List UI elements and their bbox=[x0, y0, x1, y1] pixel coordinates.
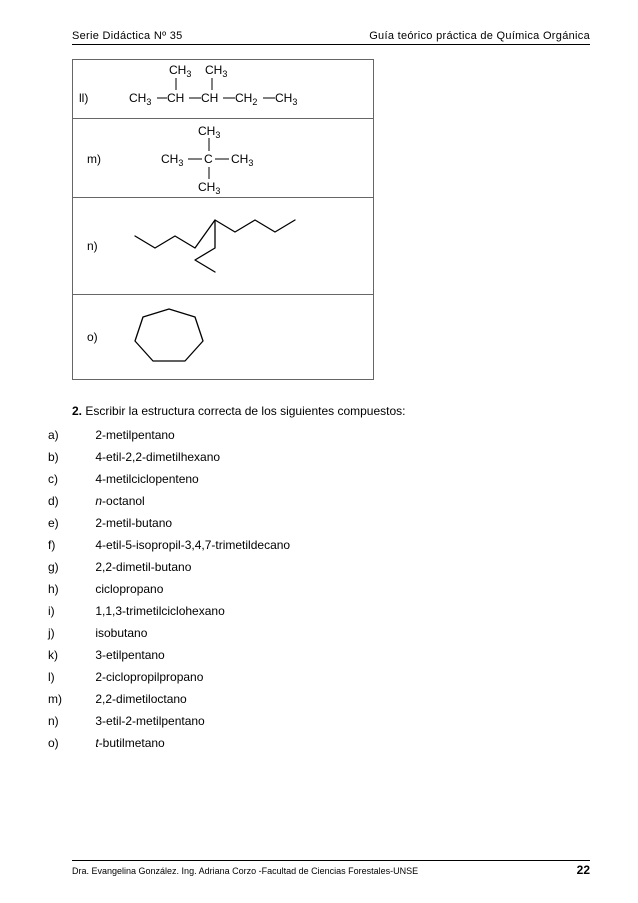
compound-name: 1,1,3-trimetilciclohexano bbox=[95, 604, 224, 618]
svg-text:CH3: CH3 bbox=[129, 91, 151, 107]
compound-item: i) 1,1,3-trimetilciclohexano bbox=[72, 604, 590, 618]
compound-item: f) 4-etil-5-isopropil-3,4,7-trimetildeca… bbox=[72, 538, 590, 552]
label-n: n) bbox=[87, 239, 98, 253]
structure-n-svg: n) bbox=[73, 198, 373, 294]
page-number: 22 bbox=[577, 863, 590, 877]
question-2-number: 2. bbox=[72, 404, 82, 418]
compound-item-label: n) bbox=[72, 714, 92, 728]
compound-item: n) 3-etil-2-metilpentano bbox=[72, 714, 590, 728]
svg-text:CH: CH bbox=[201, 91, 218, 105]
svg-text:CH3: CH3 bbox=[169, 63, 191, 79]
compound-name: 4-etil-5-isopropil-3,4,7-trimetildecano bbox=[95, 538, 290, 552]
svg-text:C: C bbox=[204, 152, 213, 166]
header-divider bbox=[72, 44, 590, 45]
compound-item-label: l) bbox=[72, 670, 92, 684]
page-footer: Dra. Evangelina González. Ing. Adriana C… bbox=[72, 860, 590, 877]
compound-name: 2,2-dimetiloctano bbox=[95, 692, 186, 706]
svg-text:CH: CH bbox=[167, 91, 184, 105]
compound-item: b) 4-etil-2,2-dimetilhexano bbox=[72, 450, 590, 464]
compound-item: d) n-octanol bbox=[72, 494, 590, 508]
compound-item-label: e) bbox=[72, 516, 92, 530]
compound-list: a) 2-metilpentanob) 4-etil-2,2-dimetilhe… bbox=[72, 428, 590, 750]
compound-item-label: i) bbox=[72, 604, 92, 618]
compound-name: 4-etil-2,2-dimetilhexano bbox=[95, 450, 220, 464]
structure-ll-svg: CH3 CH3 CH3 CH CH CH2 CH3 ll) bbox=[73, 60, 373, 118]
structure-cell-o: o) bbox=[73, 295, 373, 379]
header-left: Serie Didáctica Nº 35 bbox=[72, 30, 183, 42]
compound-item: o) t-butilmetano bbox=[72, 736, 590, 750]
compound-item: e) 2-metil-butano bbox=[72, 516, 590, 530]
svg-text:CH3: CH3 bbox=[198, 124, 220, 140]
structure-cell-ll: CH3 CH3 CH3 CH CH CH2 CH3 ll) bbox=[73, 60, 373, 118]
compound-item-label: c) bbox=[72, 472, 92, 486]
structure-m-svg: CH3 CH3 C CH3 CH3 m) bbox=[73, 119, 373, 197]
svg-text:CH3: CH3 bbox=[161, 152, 183, 168]
svg-text:CH3: CH3 bbox=[231, 152, 253, 168]
compound-name: 2-ciclopropilpropano bbox=[95, 670, 203, 684]
structure-table: CH3 CH3 CH3 CH CH CH2 CH3 ll) bbox=[72, 59, 374, 380]
compound-item: h) ciclopropano bbox=[72, 582, 590, 596]
compound-name: -butilmetano bbox=[99, 736, 165, 750]
footer-text: Dra. Evangelina González. Ing. Adriana C… bbox=[72, 866, 418, 876]
compound-item-label: d) bbox=[72, 494, 92, 508]
svg-text:CH3: CH3 bbox=[275, 91, 297, 107]
svg-text:CH2: CH2 bbox=[235, 91, 257, 107]
compound-item: k) 3-etilpentano bbox=[72, 648, 590, 662]
svg-text:CH3: CH3 bbox=[205, 63, 227, 79]
label-o: o) bbox=[87, 330, 98, 344]
compound-item: j) isobutano bbox=[72, 626, 590, 640]
compound-name: 3-etil-2-metilpentano bbox=[95, 714, 204, 728]
compound-item: g) 2,2-dimetil-butano bbox=[72, 560, 590, 574]
compound-item-label: j) bbox=[72, 626, 92, 640]
compound-name: -octanol bbox=[102, 494, 145, 508]
compound-item-label: a) bbox=[72, 428, 92, 442]
question-2-text: Escribir la estructura correcta de los s… bbox=[82, 404, 405, 418]
compound-name: 2,2-dimetil-butano bbox=[95, 560, 191, 574]
compound-item: m) 2,2-dimetiloctano bbox=[72, 692, 590, 706]
structure-cell-m: CH3 CH3 C CH3 CH3 m) bbox=[73, 119, 373, 197]
compound-name: isobutano bbox=[95, 626, 147, 640]
compound-item-label: m) bbox=[72, 692, 92, 706]
compound-name: ciclopropano bbox=[95, 582, 163, 596]
compound-item: c) 4-metilciclopenteno bbox=[72, 472, 590, 486]
compound-name: 3-etilpentano bbox=[95, 648, 164, 662]
page: Serie Didáctica Nº 35 Guía teórico práct… bbox=[0, 0, 638, 903]
compound-item-label: o) bbox=[72, 736, 92, 750]
compound-item-label: b) bbox=[72, 450, 92, 464]
compound-name: 2-metil-butano bbox=[95, 516, 172, 530]
label-ll: ll) bbox=[79, 91, 88, 105]
compound-name: 4-metilciclopenteno bbox=[95, 472, 198, 486]
structure-o-svg: o) bbox=[73, 295, 373, 379]
header-right: Guía teórico práctica de Química Orgánic… bbox=[369, 30, 590, 42]
svg-text:CH3: CH3 bbox=[198, 180, 220, 196]
question-2: 2. Escribir la estructura correcta de lo… bbox=[72, 404, 590, 418]
compound-item-label: f) bbox=[72, 538, 92, 552]
page-header: Serie Didáctica Nº 35 Guía teórico práct… bbox=[72, 30, 590, 42]
label-m: m) bbox=[87, 152, 101, 166]
compound-item-label: h) bbox=[72, 582, 92, 596]
compound-item: l) 2-ciclopropilpropano bbox=[72, 670, 590, 684]
compound-item: a) 2-metilpentano bbox=[72, 428, 590, 442]
footer-divider bbox=[72, 860, 590, 861]
structure-cell-n: n) bbox=[73, 198, 373, 294]
compound-item-label: k) bbox=[72, 648, 92, 662]
compound-name: 2-metilpentano bbox=[95, 428, 174, 442]
compound-item-label: g) bbox=[72, 560, 92, 574]
